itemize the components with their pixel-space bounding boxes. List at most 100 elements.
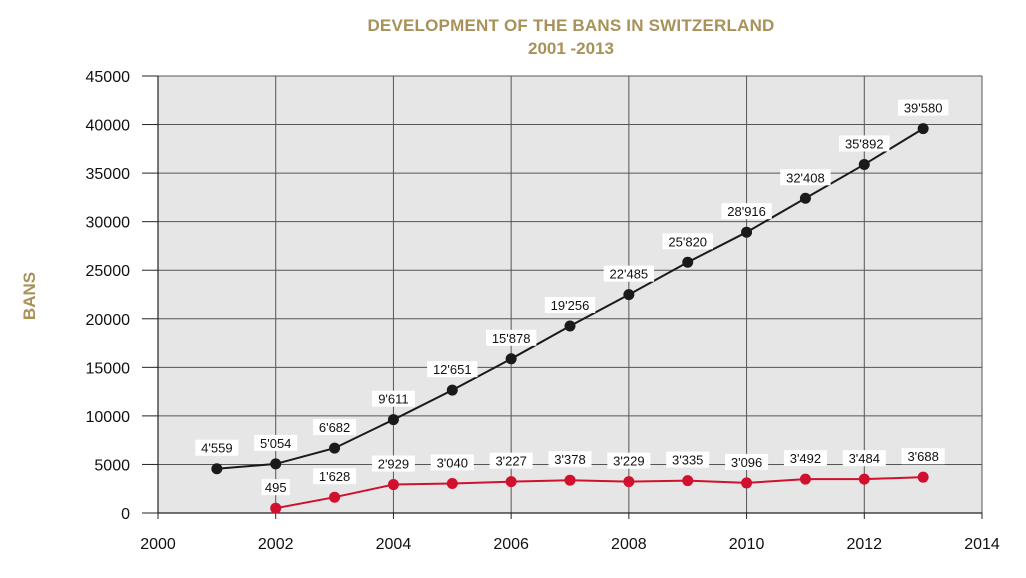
- data-point: [741, 226, 753, 238]
- series-line: [275, 476, 924, 510]
- data-point: [917, 123, 929, 135]
- data-label: 3'229: [613, 454, 644, 469]
- data-label: 19'256: [551, 298, 590, 313]
- data-label-box: [261, 479, 290, 496]
- data-label-box: [254, 434, 298, 451]
- y-tick-label: 35000: [86, 166, 131, 183]
- data-point: [858, 473, 870, 485]
- data-point: [446, 384, 458, 396]
- y-tick-label: 25000: [86, 263, 131, 280]
- data-label: 15'878: [492, 331, 531, 346]
- data-point: [329, 442, 341, 454]
- data-point: [858, 158, 870, 170]
- y-tick-label: 45000: [86, 69, 131, 86]
- chart-title-block: DEVELOPMENT OF THE BANS IN SWITZERLAND 2…: [0, 16, 1026, 59]
- y-tick-label: 20000: [86, 312, 131, 329]
- data-label: 6'682: [319, 420, 350, 435]
- data-label: 5'054: [260, 436, 291, 451]
- chart-subtitle: 2001 -2013: [527, 39, 615, 58]
- data-point: [623, 476, 635, 488]
- data-point: [741, 477, 753, 489]
- data-point: [211, 463, 223, 475]
- data-label: 3'335: [672, 453, 703, 468]
- data-label-box: [721, 203, 772, 220]
- data-label: 3'688: [907, 449, 938, 464]
- data-label-box: [901, 448, 945, 465]
- data-label-box: [430, 454, 474, 471]
- data-label: 495: [265, 480, 287, 495]
- data-point: [799, 473, 811, 485]
- data-point: [799, 192, 811, 204]
- data-label-box: [195, 439, 239, 456]
- data-label-box: [371, 390, 415, 407]
- data-label-box: [897, 99, 949, 116]
- data-label-box: [725, 453, 769, 470]
- data-point: [387, 414, 399, 426]
- data-label: 3'484: [849, 451, 880, 466]
- data-label-box: [489, 452, 533, 469]
- x-tick-label: 2000: [140, 536, 176, 553]
- data-point: [446, 477, 458, 489]
- data-point: [505, 476, 517, 488]
- data-label-box: [485, 329, 537, 346]
- series-0: 4'559 5'054 6'682 9'611 12'651 15'878 19'256 22…: [195, 99, 949, 475]
- x-tick-label: 2012: [846, 536, 882, 553]
- data-label-box: [662, 233, 713, 250]
- data-label: 3'378: [554, 452, 585, 467]
- data-point: [270, 502, 282, 514]
- y-tick-label: 0: [121, 506, 130, 523]
- chart-title: DEVELOPMENT OF THE BANS IN SWITZERLAND: [367, 16, 775, 35]
- data-label: 28'916: [727, 204, 766, 219]
- data-label: 32'408: [786, 170, 825, 185]
- x-tick-label: 2004: [376, 536, 412, 553]
- data-label: 3'096: [731, 455, 762, 470]
- data-label: 3'492: [790, 451, 821, 466]
- data-label: 3'227: [495, 454, 526, 469]
- data-label-box: [548, 451, 592, 468]
- x-tick-label: 2008: [611, 536, 647, 553]
- data-label: 39'580: [904, 101, 943, 116]
- data-label: 22'485: [610, 267, 649, 282]
- axes: 2000 2002 2004 2006 2008 2010 2012 2014 0 5000 100…: [86, 69, 1000, 553]
- data-label: 9'611: [378, 392, 408, 407]
- data-point: [329, 491, 341, 503]
- data-point: [917, 471, 929, 483]
- series-layer: 4'559 5'054 6'682 9'611 12'651 15'878 19'256 22…: [195, 99, 949, 514]
- series-1: 495 1'628 2'929 3'040 3'227 3'378 3'229 3'335 3'…: [261, 448, 945, 514]
- data-label-box: [780, 169, 831, 186]
- data-label-box: [544, 297, 596, 314]
- y-tick-label: 15000: [86, 360, 131, 377]
- data-label-box: [783, 450, 827, 467]
- x-tick-label: 2002: [258, 536, 294, 553]
- data-label-box: [842, 450, 886, 467]
- data-point: [564, 320, 576, 332]
- data-point: [387, 479, 399, 491]
- data-label: 35'892: [845, 136, 884, 151]
- data-label: 12'651: [433, 362, 472, 377]
- data-point: [564, 474, 576, 486]
- data-label-box: [313, 419, 357, 436]
- data-label: 25'820: [668, 234, 707, 249]
- data-point: [682, 475, 694, 487]
- data-label-box: [603, 265, 655, 282]
- data-label-box: [839, 135, 890, 152]
- data-label: 4'559: [201, 441, 232, 456]
- y-tick-label: 5000: [94, 457, 130, 474]
- y-tick-label: 40000: [86, 118, 131, 135]
- data-label-box: [427, 361, 478, 378]
- x-tick-label: 2006: [493, 536, 529, 553]
- data-label-box: [607, 452, 651, 469]
- data-point: [505, 353, 517, 365]
- data-label: 3'040: [437, 455, 468, 470]
- y-tick-label: 10000: [86, 409, 131, 426]
- data-point: [623, 289, 635, 301]
- x-tick-label: 2014: [964, 536, 1000, 553]
- x-tick-label: 2010: [729, 536, 765, 553]
- data-label-box: [313, 468, 357, 485]
- y-tick-label: 30000: [86, 215, 131, 232]
- data-point: [270, 458, 282, 470]
- data-label: 1'628: [319, 469, 350, 484]
- data-label: 2'929: [378, 457, 409, 472]
- data-point: [682, 256, 694, 268]
